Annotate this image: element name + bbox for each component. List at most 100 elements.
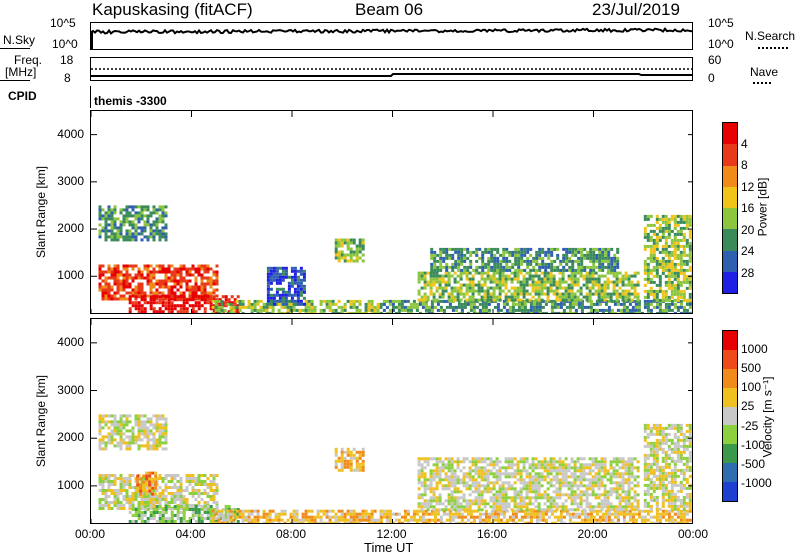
heatmap-cell [99, 232, 102, 235]
heatmap-cell [117, 283, 120, 286]
heatmap-cell [141, 274, 144, 277]
heatmap-cell [192, 508, 195, 511]
heatmap-cell [680, 266, 683, 269]
heatmap-cell [213, 501, 216, 504]
heatmap-cell [147, 265, 150, 268]
heatmap-cell [251, 513, 254, 516]
heatmap-cell [162, 205, 165, 208]
heatmap-cell [602, 309, 605, 312]
heatmap-cell [221, 306, 224, 309]
heatmap-cell [461, 312, 464, 314]
heatmap-cell [165, 238, 168, 241]
heatmap-cell [320, 300, 323, 303]
heatmap-cell [168, 301, 171, 304]
heatmap-cell [120, 274, 123, 277]
heatmap-cell [159, 495, 162, 498]
heatmap-cell [683, 215, 686, 218]
heatmap-cell [449, 519, 452, 522]
heatmap-cell [138, 268, 141, 271]
heatmap-cell [207, 492, 210, 495]
heatmap-cell [162, 477, 165, 480]
heatmap-cell [674, 266, 677, 269]
heatmap-cell [562, 266, 565, 269]
heatmap-cell [114, 420, 117, 423]
heatmap-cell [114, 501, 117, 504]
heatmap-cell [671, 263, 674, 266]
heatmap-cell [162, 217, 165, 220]
heatmap-cell [418, 481, 421, 484]
heatmap-cell [556, 284, 559, 287]
heatmap-cell [117, 289, 120, 292]
heatmap-cell [668, 296, 671, 299]
heatmap-cell [653, 245, 656, 248]
heatmap-cell [186, 307, 189, 310]
heatmap-cell [138, 271, 141, 274]
heatmap-cell [671, 287, 674, 290]
heatmap-cell [556, 475, 559, 478]
heatmap-cell [210, 277, 213, 280]
heatmap-cell [117, 274, 120, 277]
heatmap-cell [153, 313, 156, 314]
heatmap-cell [515, 513, 518, 516]
heatmap-cell [457, 287, 460, 290]
heatmap-cell [689, 260, 692, 263]
heatmap-cell [571, 287, 574, 290]
heatmap-cell [535, 269, 538, 272]
heatmap-cell [242, 306, 245, 309]
heatmap-cell [547, 272, 550, 275]
heatmap-cell [571, 299, 574, 302]
heatmap-cell [129, 235, 132, 238]
heatmap-cell [662, 296, 665, 299]
heatmap-cell [392, 303, 395, 306]
heatmap-cell [490, 457, 493, 460]
heatmap-cell [632, 519, 635, 522]
heatmap-cell [204, 301, 207, 304]
heatmap-cell [144, 298, 147, 301]
heatmap-cell [132, 295, 135, 298]
heatmap-cell [613, 254, 616, 257]
heatmap-cell [273, 303, 276, 306]
heatmap-cell [496, 478, 499, 481]
heatmap-cell [505, 508, 508, 511]
heatmap-cell [689, 254, 692, 257]
heatmap-cell [117, 489, 120, 492]
heatmap-cell [335, 251, 338, 254]
heatmap-cell [120, 444, 123, 447]
heatmap-cell [556, 502, 559, 505]
heatmap-cell [105, 420, 108, 423]
heatmap-cell [496, 463, 499, 466]
heatmap-cell [344, 306, 347, 309]
heatmap-cell [171, 277, 174, 280]
heatmap-cell [580, 257, 583, 260]
heatmap-cell [105, 423, 108, 426]
heatmap-cell [445, 499, 448, 502]
heatmap-cell [445, 257, 448, 260]
heatmap-cell [502, 502, 505, 505]
heatmap-cell [595, 284, 598, 287]
heatmap-cell [499, 278, 502, 281]
heatmap-cell [117, 226, 120, 229]
heatmap-cell [177, 474, 180, 477]
heatmap-cell [686, 281, 689, 284]
heatmap-cell [290, 306, 293, 309]
heatmap-cell [596, 510, 599, 513]
heatmap-cell [586, 257, 589, 260]
heatmap-cell [496, 284, 499, 287]
heatmap-cell [201, 265, 204, 268]
heatmap-cell [650, 269, 653, 272]
heatmap-cell [574, 296, 577, 299]
heatmap-cell [466, 508, 469, 511]
heatmap-cell [478, 472, 481, 475]
power-colorbar-label: Power [dB] [755, 178, 769, 237]
heatmap-cell [218, 522, 221, 524]
heatmap-cell [517, 287, 520, 290]
heatmap-cell [195, 505, 198, 508]
heatmap-cell [502, 278, 505, 281]
heatmap-cell [541, 299, 544, 302]
heatmap-cell [575, 312, 578, 314]
heatmap-cell [150, 283, 153, 286]
heatmap-cell [147, 238, 150, 241]
heatmap-cell [547, 251, 550, 254]
heatmap-cell [524, 309, 527, 312]
heatmap-cell [469, 266, 472, 269]
